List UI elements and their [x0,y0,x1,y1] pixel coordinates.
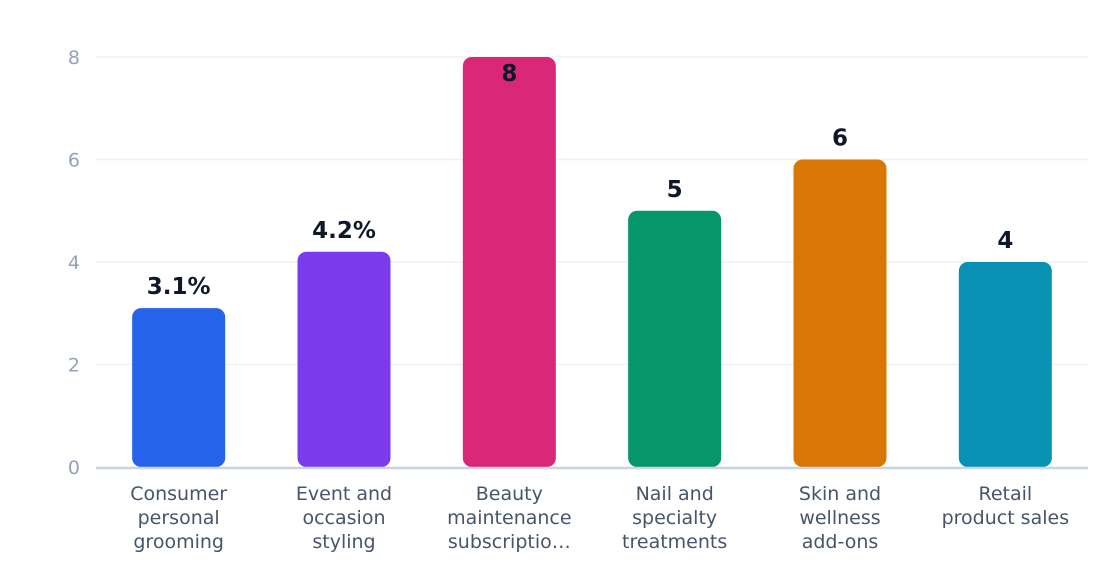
category-label-line: specialty [632,507,717,529]
category-label-line: treatments [622,531,727,553]
y-tick-label: 8 [68,47,80,69]
y-tick-label: 2 [68,355,80,377]
category-label: Retail product sales [942,483,1070,529]
data-label: 3.1% [147,274,211,300]
category-label-line: grooming [133,531,224,553]
category-label-line: styling [312,531,375,553]
category-label: Consumer personal grooming [130,483,227,553]
category-label-line: Event and [296,483,392,505]
bar [132,308,226,467]
category-label-line: occasion [302,507,385,529]
bar [628,210,722,467]
bar [297,251,391,467]
category-label-line: Retail [978,483,1032,505]
category-label-line: wellness [799,507,880,529]
y-tick-label: 6 [68,150,80,172]
bar [958,262,1052,467]
category-label-line: subscriptio… [448,531,571,553]
category-label: Event and occasion styling [296,483,392,553]
y-tick-label: 4 [68,252,80,274]
y-axis-ticks: 0 2 4 6 8 [68,47,80,479]
category-label: Skin and wellness add-ons [799,483,881,553]
data-label: 8 [501,61,517,87]
category-label-line: Consumer [130,483,227,505]
category-label: Beauty maintenance subscriptio… [447,483,571,553]
data-label: 6 [832,126,848,152]
bar [462,57,556,467]
y-tick-label: 0 [68,457,80,479]
bar [793,159,887,467]
gridlines [96,56,1088,366]
data-label: 4.2% [312,218,376,244]
category-label-line: Beauty [476,483,543,505]
category-label-line: product sales [942,507,1070,529]
category-label-line: Skin and [799,483,881,505]
category-label-line: Nail and [636,483,714,505]
data-labels: 3.1% 4.2% 8 5 6 4 [147,61,1014,300]
category-label-line: maintenance [447,507,571,529]
category-label-line: add-ons [802,531,879,553]
category-label-line: personal [138,507,220,529]
x-axis-labels: Consumer personal grooming Event and occasio… [130,483,1069,553]
data-label: 4 [997,228,1013,254]
category-label: Nail and specialty treatments [622,483,727,553]
bars [132,57,1052,467]
data-label: 5 [667,177,683,203]
